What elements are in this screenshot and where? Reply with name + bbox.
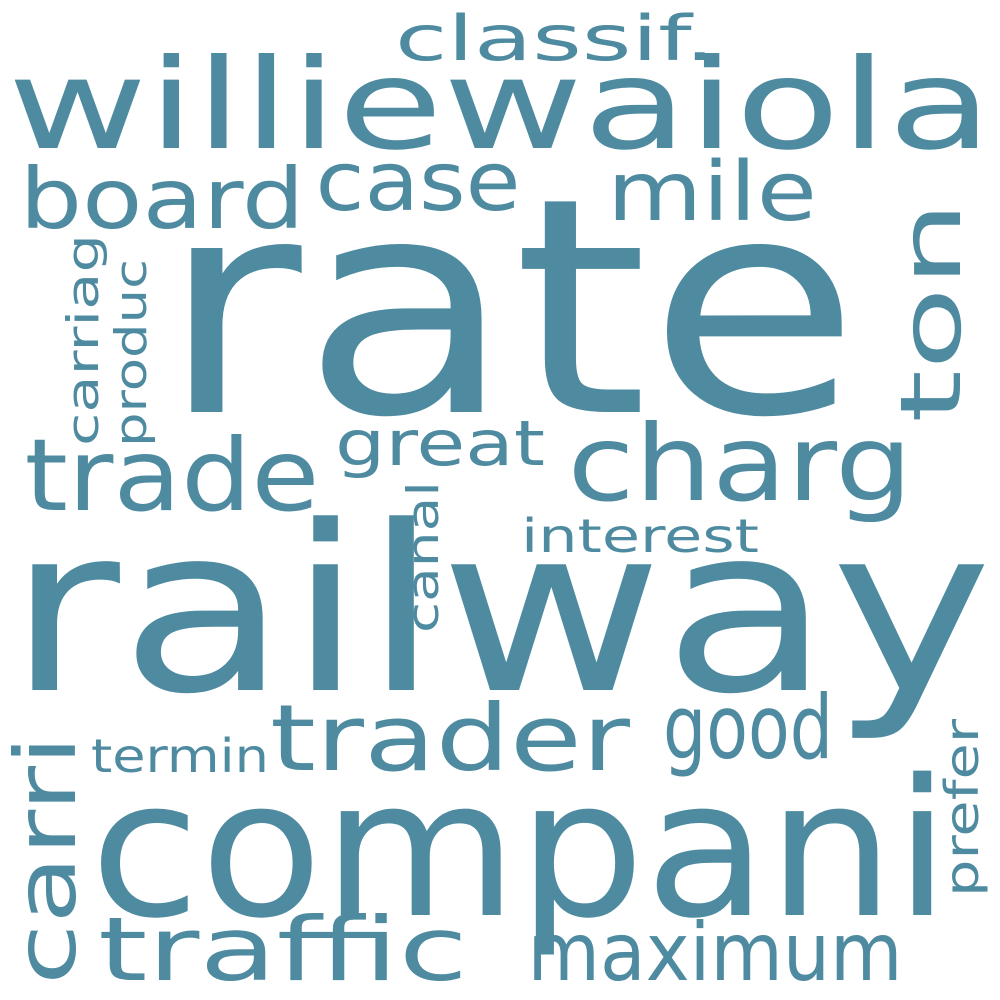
word-trader: trader bbox=[270, 685, 630, 792]
word-interest: interest bbox=[521, 509, 759, 563]
word-good: ton bbox=[882, 201, 980, 423]
word-rate: rate bbox=[160, 134, 860, 483]
word-trade: trade bbox=[25, 417, 320, 534]
word-board: board bbox=[20, 150, 305, 248]
word-charg: charg bbox=[568, 403, 913, 525]
word-railway: railway bbox=[8, 478, 993, 745]
word-carri: carri bbox=[0, 735, 95, 985]
word-produc: produc bbox=[106, 259, 157, 447]
word-great: great bbox=[335, 407, 545, 480]
word-maximum: maximum bbox=[528, 906, 903, 999]
word-classif: classif. bbox=[395, 2, 715, 75]
word-ton: good bbox=[663, 676, 833, 779]
word-compani: compani bbox=[90, 739, 950, 960]
word-traffic: traffic bbox=[98, 898, 468, 1000]
word-termin: termin bbox=[91, 729, 269, 783]
word-canal: canal bbox=[398, 481, 449, 633]
word-carriag: carriag bbox=[58, 234, 109, 446]
word-case: case bbox=[316, 135, 521, 230]
word-mile: mile bbox=[607, 145, 817, 240]
word-williewaiola: williewaiola bbox=[8, 33, 993, 178]
word-prefer: prefer bbox=[935, 719, 989, 897]
